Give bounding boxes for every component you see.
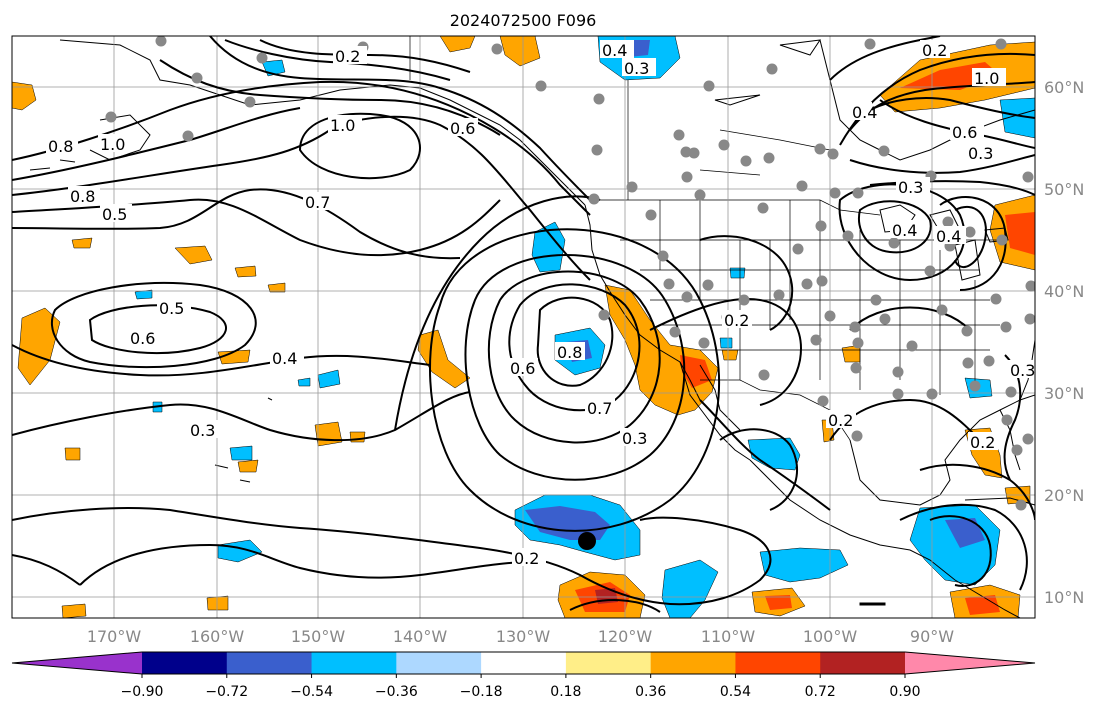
- figure-title: 2024072500 F096: [450, 11, 597, 30]
- contour-label: 0.8: [48, 137, 73, 156]
- colorbar-tick-label: −0.90: [121, 684, 164, 700]
- map-content: 0.2 0.4 0.3 0.6 1.0 0.8 1.0 0.8 0.5 0.7 …: [12, 36, 1035, 618]
- lon-tick-label: 110°W: [701, 627, 756, 646]
- contour-label: 0.4: [272, 349, 297, 368]
- contour-label: 0.4: [936, 227, 961, 246]
- contour-label: 0.3: [898, 178, 923, 197]
- contour-label: 0.5: [159, 299, 184, 318]
- colorbar-tick-label: 0.36: [635, 684, 666, 700]
- lat-tick-label: 20°N: [1044, 486, 1084, 505]
- lon-tick-label: 130°W: [496, 627, 551, 646]
- contour-label: 0.3: [622, 429, 647, 448]
- lon-tick-label: 90°W: [910, 627, 954, 646]
- contour-label: 0.6: [450, 119, 475, 138]
- colorbar-swatch: [735, 652, 821, 674]
- lon-tick-label: 150°W: [291, 627, 346, 646]
- colorbar-swatch: [820, 652, 906, 674]
- colorbar-tick-label: −0.54: [290, 684, 333, 700]
- contour-label: 0.6: [130, 329, 155, 348]
- lat-tick-label: 10°N: [1044, 588, 1084, 607]
- colorbar-swatch: [142, 652, 228, 674]
- longitude-axis: 170°W 160°W 150°W 140°W 130°W 120°W 110°…: [87, 627, 954, 646]
- contour-label: 0.8: [557, 343, 582, 362]
- station-markers: [105, 36, 1035, 511]
- contour-label: 0.8: [70, 187, 95, 206]
- colorbar-tick-label: −0.36: [375, 684, 418, 700]
- colorbar: −0.90 −0.72 −0.54 −0.36 −0.18 0.18 0.36 0.54 0.7…: [11, 651, 1036, 700]
- map-frame: [11, 35, 1036, 619]
- contour-label: 0.3: [1010, 361, 1035, 380]
- latitude-axis: 60°N 50°N 40°N 30°N 20°N 10°N: [1044, 78, 1084, 607]
- contour-label: 1.0: [100, 135, 125, 154]
- lon-tick-label: 170°W: [87, 627, 142, 646]
- contour-label: 0.7: [305, 193, 330, 212]
- lat-tick-label: 50°N: [1044, 180, 1084, 199]
- contour-label: 0.2: [922, 41, 947, 60]
- colorbar-swatch: [396, 652, 482, 674]
- colorbar-extend-high: [905, 652, 1035, 674]
- contour-label: 0.4: [602, 41, 627, 60]
- contour-label: 0.3: [968, 144, 993, 163]
- contour-label: 0.3: [190, 421, 215, 440]
- colorbar-swatch: [226, 652, 313, 674]
- contour-label: 0.2: [514, 549, 539, 568]
- colorbar-swatch: [311, 652, 397, 674]
- contour-label: 0.6: [510, 359, 535, 378]
- contour-label: 0.2: [335, 47, 360, 66]
- lon-tick-label: 120°W: [598, 627, 653, 646]
- contour-label: 0.4: [892, 221, 917, 240]
- contour-label: 0.7: [587, 399, 612, 418]
- contour-lines: [12, 36, 1035, 613]
- colorbar-extend-low: [12, 652, 142, 674]
- contour-label: 0.2: [828, 411, 853, 430]
- contour-label: 0.2: [970, 433, 995, 452]
- contour-label: 0.4: [852, 103, 877, 122]
- colorbar-tick-label: −0.18: [460, 684, 503, 700]
- colorbar-swatch: [650, 652, 736, 674]
- contour-label: 0.6: [952, 123, 977, 142]
- lon-tick-label: 100°W: [803, 627, 858, 646]
- contour-label: 1.0: [330, 116, 355, 135]
- colorbar-swatch: [481, 652, 567, 674]
- colorbar-tick-label: 0.18: [550, 684, 581, 700]
- contour-label: 0.3: [624, 59, 649, 78]
- lon-tick-label: 140°W: [393, 627, 448, 646]
- contour-label: 0.5: [102, 205, 127, 224]
- contour-label: 0.2: [724, 311, 749, 330]
- lat-tick-label: 40°N: [1044, 282, 1084, 301]
- colorbar-tick-label: 0.54: [720, 684, 751, 700]
- lon-tick-label: 160°W: [190, 627, 245, 646]
- colorbar-swatch: [565, 652, 652, 674]
- contour-labels: 0.2 0.4 0.3 0.6 1.0 0.8 1.0 0.8 0.5 0.7 …: [46, 40, 1035, 568]
- colorbar-tick-label: 0.72: [805, 684, 836, 700]
- lat-tick-label: 30°N: [1044, 384, 1084, 403]
- lat-tick-label: 60°N: [1044, 78, 1084, 97]
- colorbar-tick-label: −0.72: [205, 684, 248, 700]
- colorbar-tick-label: 0.90: [889, 684, 920, 700]
- contour-label: 1.0: [974, 69, 999, 88]
- position-marker: [578, 532, 596, 550]
